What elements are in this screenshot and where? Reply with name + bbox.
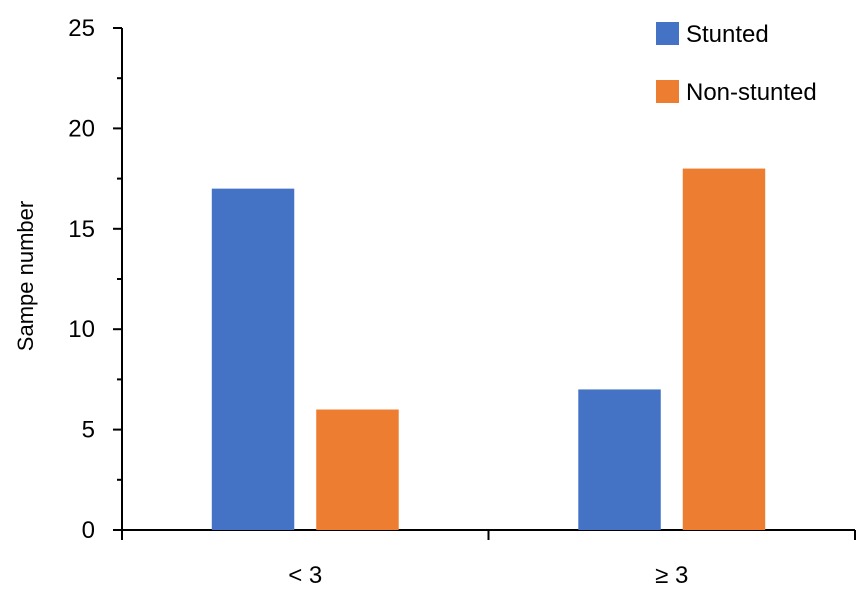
y-tick-label: 25	[68, 15, 95, 42]
y-axis-label: Sampe number	[13, 201, 38, 351]
legend-swatch	[656, 22, 679, 45]
y-tick-label: 15	[68, 216, 95, 243]
bar-non-stunted-1	[316, 409, 399, 530]
x-tick-label: < 3	[288, 562, 322, 585]
legend-label: Non-stunted	[686, 79, 817, 106]
legend-label: Stunted	[686, 21, 769, 48]
x-tick-label: ≥ 3	[655, 562, 688, 585]
y-tick-label: 5	[82, 417, 95, 444]
legend: Stunted Non-stunted	[656, 21, 817, 106]
bar-non-stunted-2	[682, 168, 766, 530]
y-tick-label: 0	[82, 517, 95, 544]
legend-swatch	[656, 80, 679, 103]
x-axis: < 3 ≥ 3	[121, 529, 856, 589]
y-tick-label: 10	[68, 316, 95, 343]
y-axis: 0 5 10 15 20 25	[68, 15, 123, 544]
bar-stunted-1	[211, 188, 295, 530]
bar-stunted-2	[578, 389, 661, 530]
y-tick-label: 20	[68, 115, 95, 142]
bars	[211, 168, 766, 530]
